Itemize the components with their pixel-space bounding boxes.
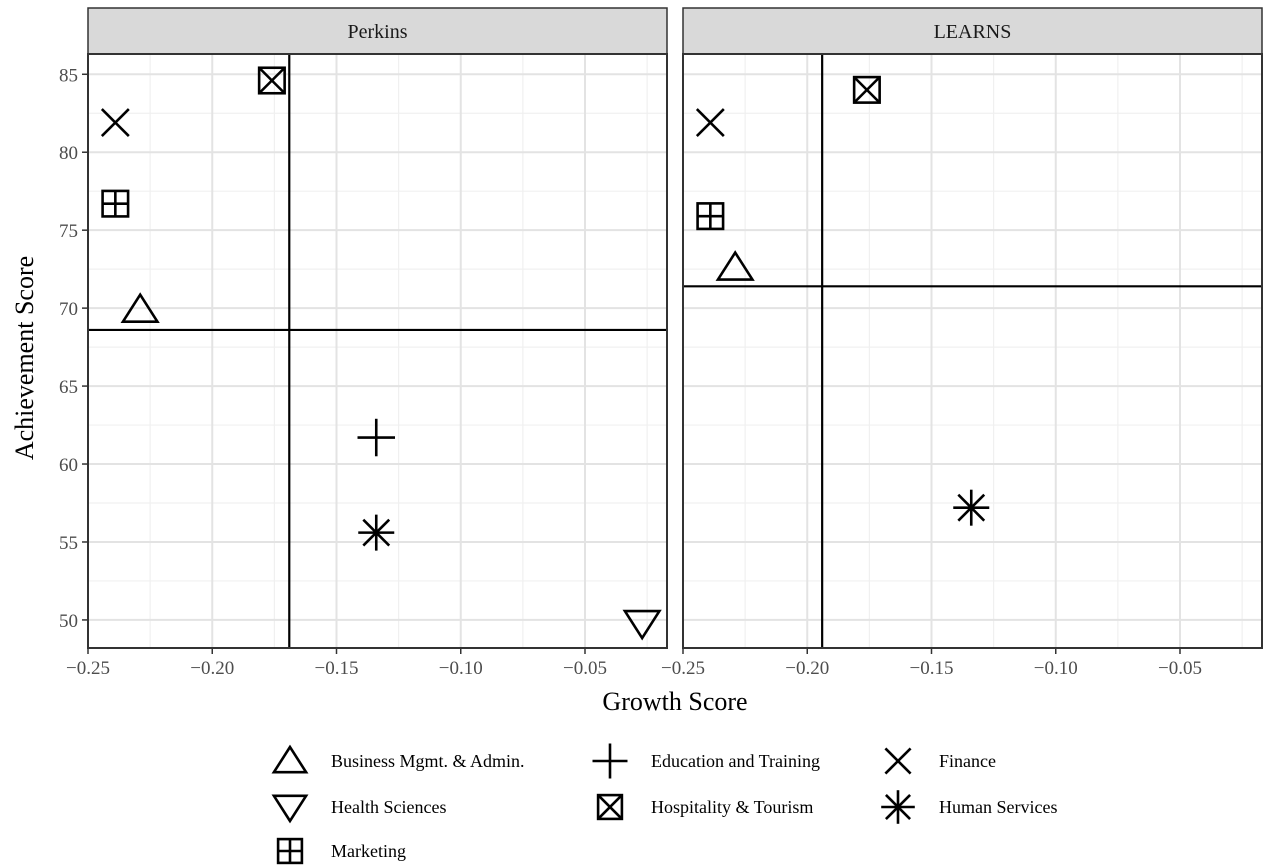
legend-key-triangle-down (271, 794, 309, 824)
point-hospitality-tourism (852, 75, 881, 104)
x-tick-label: −0.20 (190, 658, 234, 679)
point-marketing (696, 202, 725, 231)
legend-label: Hospitality & Tourism (651, 797, 813, 817)
point-human-services (953, 489, 990, 526)
facet-strip (87, 7, 668, 55)
facet-strip (682, 7, 1263, 55)
y-tick-label: 70 (59, 299, 78, 320)
x-axis-title: Growth Score (602, 687, 747, 716)
legend-label: Health Sciences (331, 797, 446, 817)
point-marketing (101, 189, 130, 218)
point-health-sciences (622, 609, 662, 641)
legend-label: Human Services (939, 797, 1057, 817)
legend-label: Business Mgmt. & Admin. (331, 751, 525, 771)
legend-item-finance: Finance (884, 747, 996, 775)
legend-item-business-mgmt-admin: Business Mgmt. & Admin. (271, 744, 525, 774)
legend-key-square-cross (596, 793, 624, 821)
plot-background (683, 54, 1262, 648)
x-tick-label: −0.15 (315, 658, 359, 679)
legend-key-cross (884, 747, 912, 775)
facet-label: Perkins (348, 21, 408, 43)
panel-border (87, 53, 668, 649)
legend-item-health-sciences: Health Sciences (271, 794, 446, 824)
legend-key-asterisk (881, 790, 915, 824)
legend-label: Finance (939, 751, 996, 771)
chart-panels: Perkins −0.25 −0.20 −0.15 −0.10 −0.05 50 55 60 65… (59, 7, 1263, 679)
legend-key-square-plus (276, 837, 304, 865)
point-finance (100, 108, 130, 138)
legend-label: Education and Training (651, 751, 820, 771)
legend-label: Marketing (331, 841, 406, 861)
x-tick-label: −0.20 (785, 658, 829, 679)
y-tick-label: 50 (59, 611, 78, 632)
y-tick-label: 55 (59, 533, 78, 554)
x-tick-label: −0.05 (1158, 658, 1202, 679)
y-tick-label: 80 (59, 143, 78, 164)
point-finance (695, 108, 725, 138)
x-tick-label: −0.10 (1034, 658, 1078, 679)
x-tick-label: −0.25 (66, 658, 110, 679)
point-business-mgmt-admin (715, 250, 755, 281)
x-tick-label: −0.15 (910, 658, 954, 679)
panel-border (682, 53, 1263, 649)
legend-key-plus (592, 743, 628, 779)
point-human-services (358, 514, 395, 551)
point-hospitality-tourism (257, 66, 286, 95)
y-axis-title: Achievement Score (10, 256, 39, 460)
y-tick-label: 75 (59, 221, 78, 242)
panel-learns: LEARNS −0.25 −0.20 −0.15 −0.10 −0.05 (661, 7, 1263, 679)
legend-key-triangle-up (271, 744, 309, 774)
x-tick-label: −0.25 (661, 658, 705, 679)
legend-item-marketing: Marketing (276, 837, 406, 865)
x-tick-label: −0.05 (563, 658, 607, 679)
gridlines (682, 54, 1262, 648)
y-tick-label: 65 (59, 377, 78, 398)
legend-item-education-and-training: Education and Training (592, 743, 820, 779)
panel-perkins: Perkins −0.25 −0.20 −0.15 −0.10 −0.05 50 55 60 65… (59, 7, 668, 679)
plot-background (88, 54, 667, 648)
legend-item-human-services: Human Services (881, 790, 1057, 824)
facet-label: LEARNS (934, 21, 1012, 43)
point-business-mgmt-admin (120, 292, 160, 323)
y-tick-label: 60 (59, 455, 78, 476)
legend-item-hospitality-tourism: Hospitality & Tourism (596, 793, 813, 821)
y-tick-label: 85 (59, 65, 78, 86)
legend: Business Mgmt. & Admin. Education and Tra… (271, 743, 1057, 865)
x-tick-label: −0.10 (439, 658, 483, 679)
point-education-and-training (357, 418, 396, 457)
